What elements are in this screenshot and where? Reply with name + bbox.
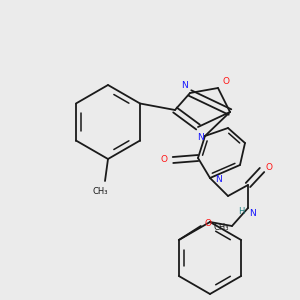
- Text: O: O: [160, 155, 167, 164]
- Text: H: H: [238, 206, 244, 215]
- Text: N: N: [198, 133, 204, 142]
- Text: N: N: [182, 82, 188, 91]
- Text: N: N: [249, 208, 255, 217]
- Text: N: N: [214, 176, 221, 184]
- Text: O: O: [223, 77, 230, 86]
- Text: O: O: [204, 218, 211, 227]
- Text: CH₃: CH₃: [213, 224, 229, 232]
- Text: O: O: [266, 163, 272, 172]
- Text: CH₃: CH₃: [92, 187, 108, 196]
